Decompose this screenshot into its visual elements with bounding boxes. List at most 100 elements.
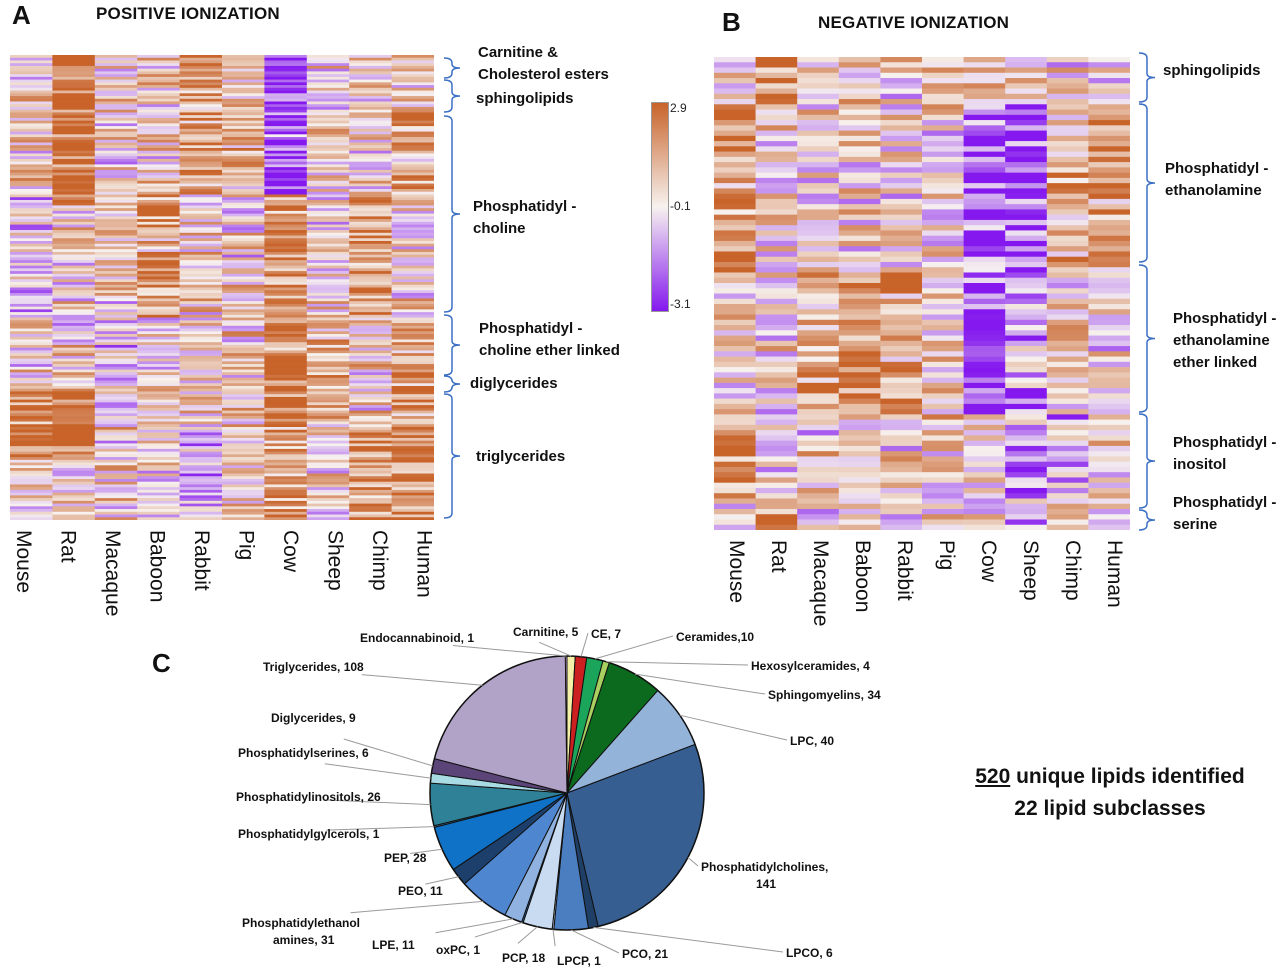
heatmap-cell: [179, 465, 223, 469]
heatmap-cell: [963, 367, 1006, 373]
heatmap-cell: [222, 282, 265, 286]
heatmap-cell: [137, 347, 180, 351]
heatmap-cell: [349, 361, 392, 365]
heatmap-cell: [222, 366, 265, 370]
heatmap-cell: [52, 199, 96, 204]
heatmap-cell: [1046, 524, 1089, 530]
heatmap-cell: [179, 180, 223, 184]
heatmap-cell: [349, 68, 392, 72]
heatmap-cell: [94, 178, 138, 182]
heatmap-cell: [1005, 409, 1048, 415]
heatmap-cell: [264, 413, 308, 417]
heatmap-cell: [797, 340, 840, 347]
heatmap-cell: [137, 115, 180, 119]
heatmap-cell: [391, 495, 434, 499]
heatmap-cell: [1046, 204, 1089, 210]
heatmap-cell: [264, 336, 308, 340]
heatmap-cell: [1088, 288, 1130, 294]
heatmap-cell: [963, 277, 1006, 284]
heatmap-cell: [391, 380, 434, 384]
heatmap-cell: [922, 172, 964, 179]
heatmap-cell: [179, 205, 223, 209]
heatmap-cell: [179, 85, 223, 89]
heatmap-cell: [137, 262, 180, 266]
heatmap-cell: [963, 393, 1006, 399]
heatmap-cell: [94, 180, 138, 184]
heatmap-cell: [349, 232, 392, 236]
heatmap-cell: [306, 260, 350, 264]
heatmap-cell: [264, 405, 308, 409]
heatmap-cell: [963, 104, 1006, 110]
heatmap-cell: [1088, 414, 1130, 420]
heatmap-cell: [1005, 346, 1048, 352]
heatmap-cell: [797, 335, 840, 342]
heatmap-cell: [10, 375, 53, 379]
heatmap-cell: [10, 284, 53, 288]
heatmap-cell: [222, 101, 265, 105]
heatmap-cell: [797, 130, 840, 137]
heatmap-cell: [391, 202, 434, 206]
heatmap-cell: [94, 336, 138, 340]
heatmap-cell: [1088, 282, 1130, 289]
heatmap-cell: [137, 416, 180, 420]
group-label-line: ether linked: [1173, 354, 1258, 371]
heatmap-cell: [391, 158, 434, 162]
heatmap-cell: [306, 402, 350, 406]
heatmap-cell: [10, 303, 53, 307]
heatmap-cell: [838, 346, 881, 352]
heatmap-cell: [179, 402, 223, 406]
group-label-1: Phosphatidyl - ethanolamine: [1165, 158, 1268, 202]
heatmap-cell: [179, 383, 223, 387]
heatmap-cell: [137, 87, 180, 91]
heatmap-cell: [880, 62, 923, 68]
heatmap-cell: [349, 457, 392, 461]
heatmap-cell: [222, 443, 265, 447]
heatmap-cell: [264, 451, 308, 455]
heatmap-cell: [52, 254, 96, 258]
heatmap-cell: [797, 193, 840, 200]
group-label-line: Phosphatidyl -: [1173, 434, 1277, 451]
heatmap-cell: [306, 421, 350, 425]
heatmap-cell: [349, 418, 392, 422]
heatmap-cell: [797, 314, 840, 321]
heatmap-cell: [306, 303, 350, 307]
heatmap-cell: [306, 432, 350, 436]
heatmap-cell: [963, 398, 1006, 405]
heatmap-cell: [222, 167, 265, 171]
heatmap-cell: [179, 487, 223, 491]
heatmap-cell: [1046, 346, 1089, 352]
heatmap-cell: [264, 465, 308, 469]
heatmap-cell: [52, 350, 96, 354]
heatmap-cell: [222, 210, 265, 214]
heatmap-cell: [922, 330, 964, 336]
heatmap-cell: [838, 440, 881, 447]
heatmap-cell: [714, 335, 756, 342]
heatmap-cell: [391, 98, 434, 102]
heatmap-cell: [349, 388, 392, 392]
heatmap-cell: [922, 188, 964, 194]
heatmap-cell: [10, 424, 53, 428]
heatmap-cell: [797, 57, 840, 63]
heatmap-cell: [391, 284, 434, 288]
heatmap-cell: [963, 335, 1006, 342]
heatmap-cell: [922, 445, 964, 452]
heatmap-cell: [10, 282, 53, 286]
heatmap-cell: [922, 456, 964, 462]
heatmap-cell: [880, 367, 923, 373]
heatmap-cell: [349, 71, 392, 75]
heatmap-cell: [714, 261, 756, 268]
heatmap-cell: [922, 304, 964, 310]
heatmap-cell: [137, 399, 180, 403]
heatmap-cell: [222, 186, 265, 190]
heatmap-cell: [264, 495, 308, 499]
heatmap-cell: [880, 235, 923, 242]
heatmap-cell: [137, 484, 180, 488]
heatmap-cell: [10, 427, 53, 431]
heatmap-cell: [349, 191, 392, 195]
heatmap-cell: [797, 125, 840, 131]
heatmap-cell: [1046, 141, 1089, 147]
heatmap-cell: [264, 457, 308, 461]
heatmap-cell: [391, 71, 434, 75]
heatmap-cell: [880, 314, 923, 321]
heatmap-cell: [714, 451, 756, 457]
